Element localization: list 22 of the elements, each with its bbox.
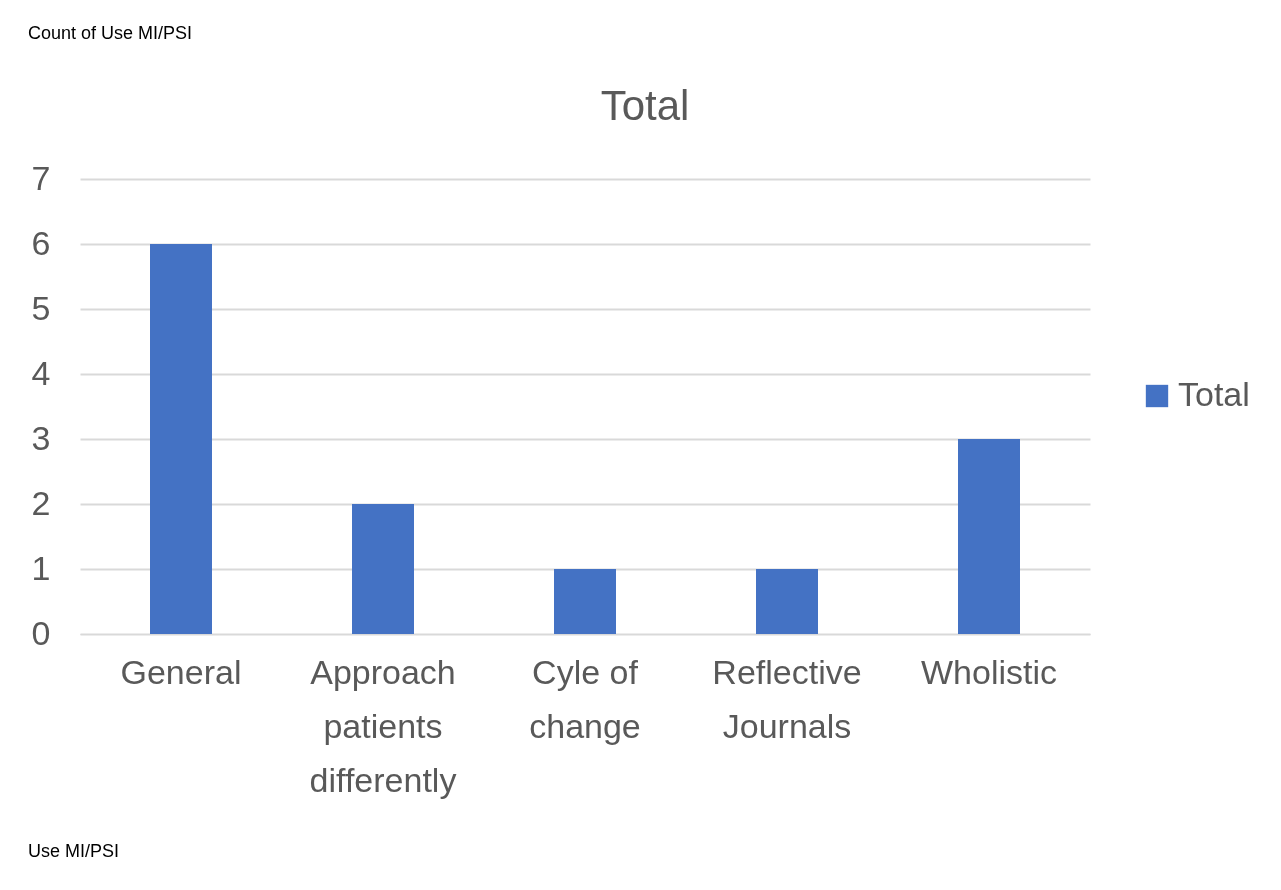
bar: [958, 439, 1020, 634]
x-tick-label: Reflective Journals: [712, 652, 862, 745]
y-tick-label: 0: [31, 613, 51, 652]
y-tick-label: 2: [31, 483, 51, 522]
y-tick-label: 7: [31, 158, 51, 197]
text: Use MI/PSI: [28, 841, 120, 861]
x-tick-label: Approach patients differently: [309, 652, 457, 799]
chart-title: Total: [600, 82, 690, 129]
y-tick-label: 3: [31, 418, 51, 457]
y-tick-label: 1: [31, 548, 51, 587]
bar: [554, 569, 616, 634]
x-tick-label: Cyle of change: [529, 652, 641, 745]
y-tick-label: 5: [31, 288, 51, 327]
y-tick-label: 6: [31, 223, 51, 262]
text: Count of Use MI/PSI: [28, 23, 193, 43]
bar: [756, 569, 818, 634]
legend-label: Total: [1178, 375, 1250, 413]
x-tick-label: Wholistic: [920, 652, 1058, 691]
y-tick-label: 4: [31, 353, 51, 392]
bar: [150, 244, 212, 634]
x-tick-label: General: [120, 652, 242, 691]
bar: [352, 504, 414, 634]
